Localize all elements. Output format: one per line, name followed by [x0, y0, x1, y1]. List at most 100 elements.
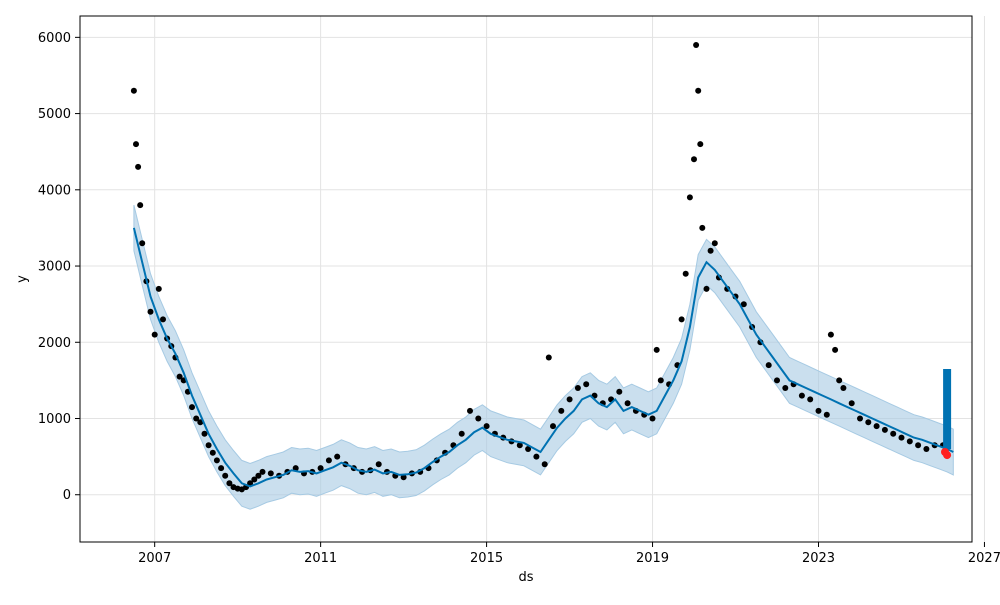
observed-point [218, 465, 225, 472]
observed-point [782, 385, 789, 391]
observed-point [697, 141, 704, 148]
observed-point [678, 316, 685, 323]
observed-point [827, 331, 834, 338]
observed-point [890, 430, 897, 437]
observed-point [657, 377, 664, 384]
observed-point [653, 346, 660, 353]
observed-point [923, 446, 930, 452]
observed-point [649, 415, 656, 422]
observed-point [583, 381, 590, 388]
observed-point [139, 240, 146, 247]
y-tick-label: 3000 [38, 260, 71, 275]
observed-point [624, 400, 631, 407]
observed-point [137, 202, 144, 209]
observed-point [193, 415, 200, 422]
observed-point [691, 156, 697, 163]
observed-point [176, 373, 183, 380]
observed-point [213, 457, 220, 464]
observed-point [151, 331, 158, 338]
x-tick-label: 2007 [138, 551, 171, 566]
observed-point [545, 354, 552, 361]
observed-point [865, 419, 872, 426]
tick-layer: 2007 2011 2015 2019 2023 2027 0 1000 2000 3000 400… [38, 31, 1000, 566]
observed-point [740, 301, 747, 308]
observed-point [135, 163, 142, 170]
observed-point [823, 411, 830, 418]
x-tick-label: 2019 [636, 551, 669, 566]
observed-point [334, 453, 341, 460]
observed-point [160, 316, 166, 323]
observed-point [467, 407, 473, 414]
observed-point [147, 308, 154, 315]
observed-point [189, 404, 195, 411]
x-axis-label: ds [518, 570, 533, 585]
observed-point [616, 388, 623, 395]
observed-point [832, 346, 839, 353]
observed-point [765, 362, 772, 369]
observed-point [201, 430, 208, 437]
observed-point [906, 438, 913, 445]
plot-frame [79, 15, 973, 543]
observed-point [133, 141, 139, 148]
observed-point [292, 465, 299, 472]
observed-point [533, 453, 540, 460]
forecast-line-layer [132, 227, 954, 488]
x-tick-label: 2023 [802, 551, 835, 566]
observed-point [541, 461, 548, 468]
observed-point [209, 449, 216, 456]
observed-point [222, 472, 229, 479]
x-tick-label: 2011 [304, 551, 337, 566]
observed-point [693, 42, 700, 48]
observed-point [682, 270, 689, 277]
x-tick-label: 2027 [968, 551, 1000, 566]
observed-point [226, 480, 233, 487]
forecast-line [132, 227, 954, 488]
observed-point [458, 430, 465, 437]
observed-point [400, 474, 407, 481]
observed-point [807, 396, 814, 403]
highlight-points-layer [941, 448, 952, 460]
y-tick-label: 4000 [38, 183, 71, 198]
y-tick-label: 0 [63, 488, 71, 503]
observed-point [375, 461, 382, 468]
observed-point [550, 423, 556, 430]
observed-point [699, 224, 706, 231]
x-tick-label: 2015 [470, 551, 503, 566]
y-tick-label: 1000 [38, 412, 71, 427]
observed-point [205, 442, 212, 449]
observed-point [516, 442, 523, 449]
observed-point [881, 426, 888, 433]
y-tick-label: 5000 [38, 107, 71, 122]
observed-point [711, 240, 718, 247]
y-axis-label: y [15, 275, 30, 283]
observed-point [836, 377, 843, 384]
observed-point [695, 87, 702, 94]
observed-point [798, 392, 805, 399]
y-tick-label: 6000 [38, 31, 71, 46]
observed-point [566, 396, 573, 403]
observed-point [848, 400, 855, 407]
y-tick-label: 2000 [38, 336, 71, 351]
observed-point [898, 434, 905, 441]
observed-point [574, 385, 581, 391]
observed-point [325, 457, 332, 464]
highlight-point [943, 451, 952, 460]
observed-point [251, 476, 258, 483]
observed-point [703, 285, 710, 292]
observed-point [857, 415, 863, 422]
observed-point [130, 87, 137, 94]
observed-point [915, 442, 922, 449]
observed-point [774, 377, 780, 384]
observed-point [873, 423, 880, 430]
observed-point [558, 407, 565, 414]
observed-point [840, 385, 847, 391]
observed-point [155, 285, 162, 292]
grid-layer [80, 16, 985, 542]
observed-point [707, 247, 714, 254]
observed-point [815, 407, 822, 414]
observed-point [317, 465, 324, 472]
observed-point [259, 468, 266, 475]
